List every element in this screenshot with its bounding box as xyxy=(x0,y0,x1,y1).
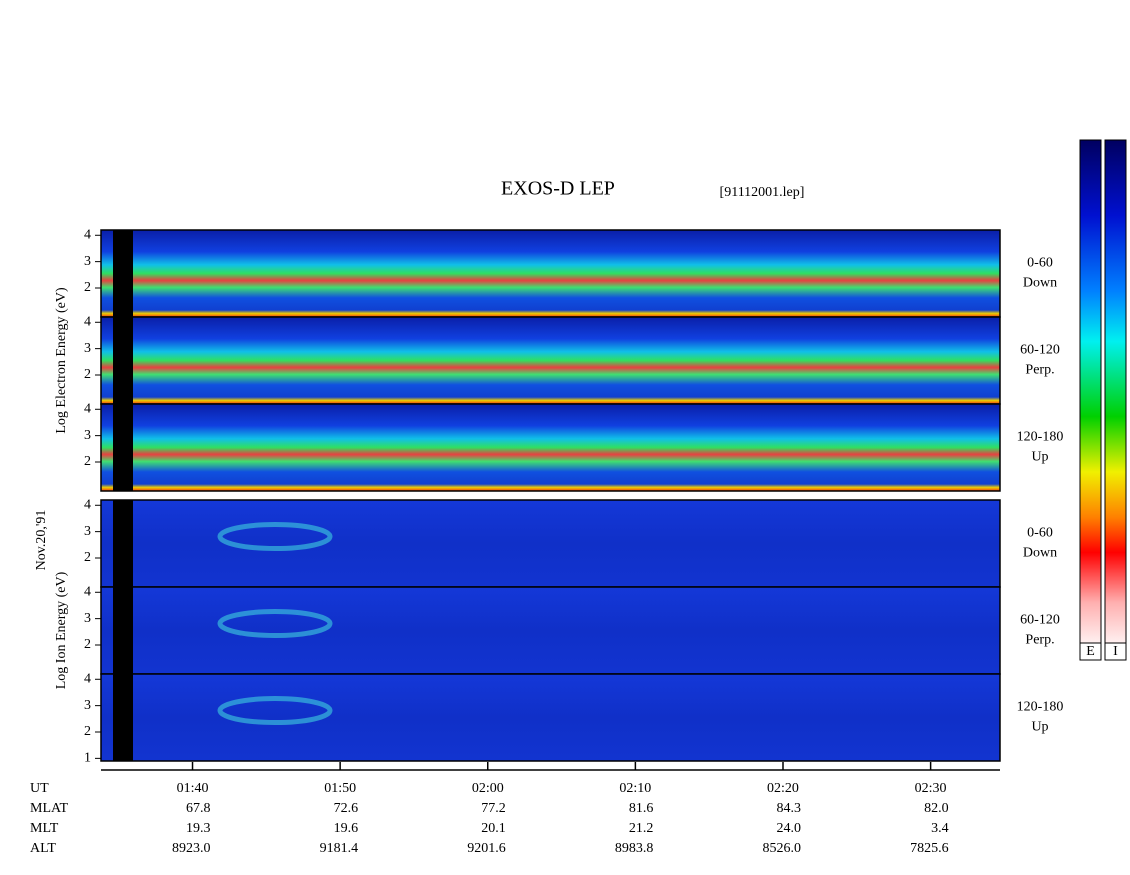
channel-range: 0-60 xyxy=(1027,256,1053,271)
y-axis-label: Log Electron Energy (eV) xyxy=(54,287,69,434)
row-value: 9201.6 xyxy=(467,841,506,856)
y-tick-label: 2 xyxy=(84,637,91,652)
row-value: 24.0 xyxy=(777,821,802,836)
x-axis-name: UT xyxy=(30,781,49,796)
channel-direction: Down xyxy=(1023,276,1057,291)
colorbar-label: I xyxy=(1113,644,1118,659)
y-tick-label: 1 xyxy=(84,751,91,766)
panel-frame xyxy=(100,403,1001,492)
row-value: 7825.6 xyxy=(910,841,949,856)
x-tick-label: 02:00 xyxy=(472,781,504,796)
row-name: ALT xyxy=(30,841,56,856)
data-gap xyxy=(113,587,133,674)
spectrogram-image xyxy=(101,404,1000,491)
row-value: 20.1 xyxy=(481,821,506,836)
channel-direction: Perp. xyxy=(1025,363,1054,378)
colorbar xyxy=(1079,139,1102,644)
row-value: 3.4 xyxy=(931,821,949,836)
y-tick-label: 4 xyxy=(84,227,91,242)
x-tick-label: 01:50 xyxy=(324,781,356,796)
x-tick-label: 02:10 xyxy=(619,781,651,796)
y-tick-label: 2 xyxy=(84,280,91,295)
ion-feature xyxy=(217,696,333,726)
channel-range: 60-120 xyxy=(1020,343,1060,358)
data-gap xyxy=(113,230,133,317)
row-value: 72.6 xyxy=(334,801,359,816)
y-tick-label: 4 xyxy=(84,401,91,416)
row-name: MLAT xyxy=(30,801,69,816)
colorbar xyxy=(1104,139,1127,644)
row-value: 67.8 xyxy=(186,801,211,816)
row-value: 84.3 xyxy=(777,801,802,816)
spectrogram-image xyxy=(101,500,1000,587)
row-value: 77.2 xyxy=(481,801,506,816)
row-value: 19.6 xyxy=(334,821,359,836)
y-tick-label: 4 xyxy=(84,497,91,512)
panel-frame xyxy=(100,673,1001,762)
colorbar-label: E xyxy=(1086,644,1095,659)
ion-feature xyxy=(217,609,333,639)
channel-range: 120-180 xyxy=(1017,430,1064,445)
data-gap xyxy=(113,500,133,587)
y-tick-label: 3 xyxy=(84,254,91,269)
y-tick-label: 4 xyxy=(84,584,91,599)
row-value: 9181.4 xyxy=(320,841,359,856)
row-value: 82.0 xyxy=(924,801,949,816)
data-gap xyxy=(113,674,133,761)
y-tick-label: 3 xyxy=(84,524,91,539)
x-tick-label: 02:30 xyxy=(915,781,947,796)
row-value: 21.2 xyxy=(629,821,654,836)
data-gap xyxy=(113,317,133,404)
y-axis-label: Log Ion Energy (eV) xyxy=(54,571,69,689)
y-tick-label: 3 xyxy=(84,698,91,713)
x-tick-label: 02:20 xyxy=(767,781,799,796)
file-label: [91112001.lep] xyxy=(720,185,805,200)
spectrogram-image xyxy=(101,587,1000,674)
y-tick-label: 3 xyxy=(84,611,91,626)
y-tick-label: 2 xyxy=(84,454,91,469)
chart-title: EXOS-D LEP xyxy=(501,178,615,200)
channel-range: 120-180 xyxy=(1017,700,1064,715)
ion-feature xyxy=(217,522,333,552)
channel-direction: Down xyxy=(1023,546,1057,561)
channel-direction: Perp. xyxy=(1025,633,1054,648)
y-tick-label: 4 xyxy=(84,314,91,329)
y-tick-label: 2 xyxy=(84,724,91,739)
channel-range: 0-60 xyxy=(1027,526,1053,541)
row-name: MLT xyxy=(30,821,59,836)
spectrogram-image xyxy=(101,317,1000,404)
channel-direction: Up xyxy=(1031,450,1048,465)
spectrogram-image xyxy=(101,674,1000,761)
row-value: 81.6 xyxy=(629,801,654,816)
row-value: 8983.8 xyxy=(615,841,654,856)
colorbar-label-box xyxy=(1104,642,1127,661)
row-value: 19.3 xyxy=(186,821,211,836)
x-tick-label: 01:40 xyxy=(177,781,209,796)
channel-range: 60-120 xyxy=(1020,613,1060,628)
data-gap xyxy=(113,404,133,491)
y-tick-label: 2 xyxy=(84,367,91,382)
colorbar-label-box xyxy=(1079,642,1102,661)
y-tick-label: 4 xyxy=(84,671,91,686)
row-value: 8526.0 xyxy=(763,841,802,856)
y-tick-label: 3 xyxy=(84,341,91,356)
spectrogram-image xyxy=(101,230,1000,317)
date-label: Nov.20,'91 xyxy=(34,510,49,571)
y-tick-label: 3 xyxy=(84,428,91,443)
y-tick-label: 2 xyxy=(84,550,91,565)
row-value: 8923.0 xyxy=(172,841,211,856)
channel-direction: Up xyxy=(1031,720,1048,735)
